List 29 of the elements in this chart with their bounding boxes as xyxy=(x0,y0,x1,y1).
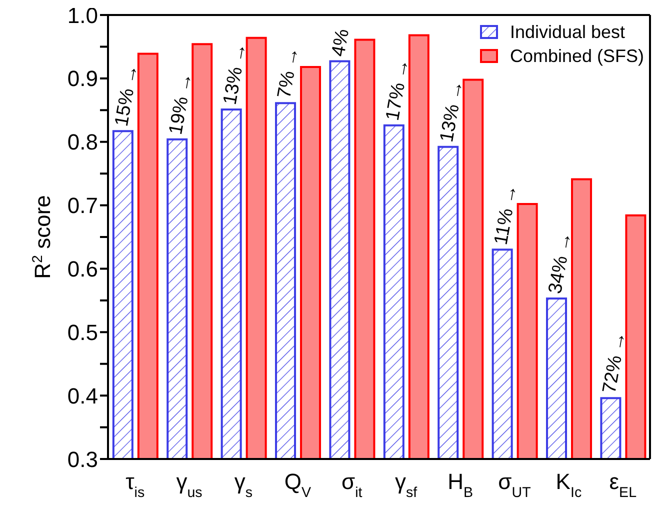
annotation: 11% → xyxy=(490,182,522,247)
x-tick-label: ε$_{EL}$ xyxy=(609,469,637,501)
annotation: 17% → xyxy=(382,57,414,122)
legend-label: Combined (SFS) xyxy=(510,45,644,68)
annotation: 72% → xyxy=(599,330,631,395)
annotation: 13% → xyxy=(220,41,252,106)
y-tick-label: 0.6 xyxy=(67,256,98,282)
x-tick-label: H$_{B}$ xyxy=(448,469,474,501)
y-tick-label: 0.9 xyxy=(67,66,98,92)
y-tick-label: 0.5 xyxy=(67,320,98,345)
annotation: 34% → xyxy=(544,230,576,296)
y-tick-label: 0.4 xyxy=(67,383,98,408)
x-tick-label: Q$_{V}$ xyxy=(284,469,312,501)
x-tick-label: τ$_{is}$ xyxy=(126,469,145,501)
x-tick-label: K$_{Ic}$ xyxy=(556,469,582,501)
x-tick-label: γ$_{sf}$ xyxy=(395,469,418,501)
annotation: 13% → xyxy=(436,78,468,144)
legend-label: Individual best xyxy=(510,21,626,44)
y-tick-label: 0.3 xyxy=(67,446,98,472)
annotation: 4% xyxy=(328,27,354,58)
x-tick-label: σ$_{it}$ xyxy=(342,469,362,501)
x-tick-label: γ$_{s}$ xyxy=(234,469,253,501)
annotation: 15% → xyxy=(111,62,143,128)
x-tick-label: σ$_{UT}$ xyxy=(498,469,532,501)
annotation: 19% → xyxy=(166,71,198,136)
y-tick-label: 0.8 xyxy=(67,130,98,155)
x-tick-label: γ$_{us}$ xyxy=(176,469,202,501)
y-tick-label: 0.7 xyxy=(67,193,98,218)
annotation: 7% → xyxy=(274,45,304,100)
